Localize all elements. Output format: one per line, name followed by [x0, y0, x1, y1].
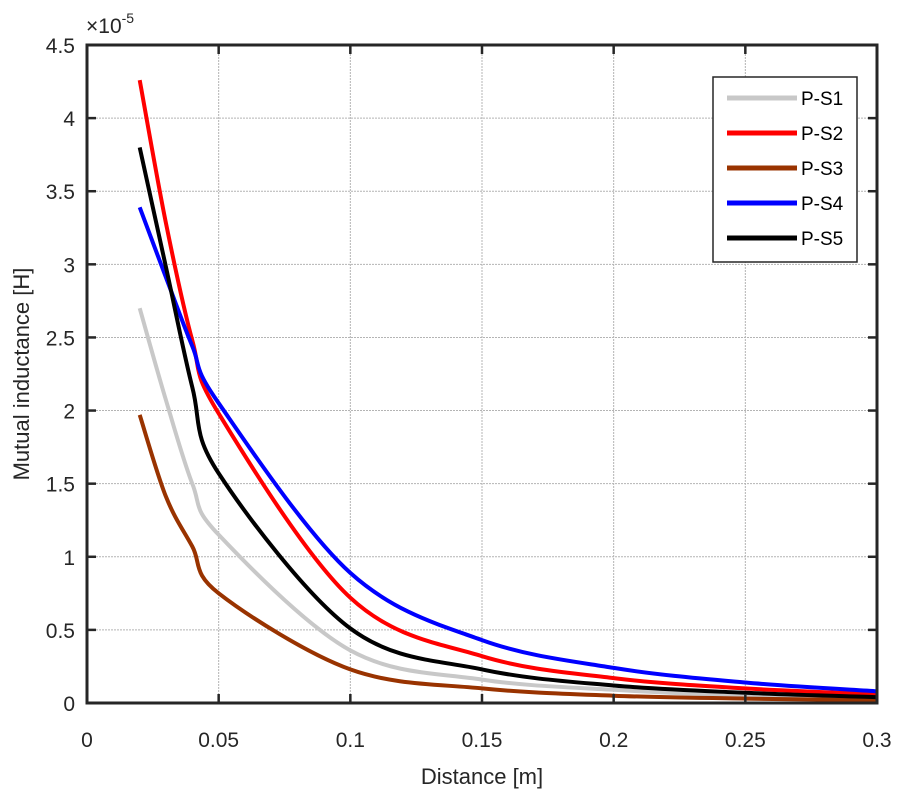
x-tick-label: 0.15: [462, 729, 503, 752]
series-line-p-s1: [137, 307, 878, 701]
x-axis-title: Distance [m]: [421, 764, 543, 789]
x-tick-label: 0.05: [198, 729, 239, 752]
y-tick-label: 2: [63, 401, 75, 424]
y-tick-label: 1.5: [46, 474, 75, 497]
legend-label-p-s4: P-S4: [801, 194, 844, 215]
y-tick-label: 2.5: [46, 327, 75, 350]
legend: P-S1 P-S2 P-S3 P-S4 P-S5: [712, 76, 858, 263]
series-line-p-s5: [137, 146, 878, 700]
legend-label-p-s3: P-S3: [801, 159, 843, 180]
x-tick-labels: 0 0.05 0.1 0.15 0.2 0.25 0.3: [81, 729, 891, 752]
y-tick-label: 4: [63, 108, 75, 131]
y-tick-labels: 0 0.5 1 1.5 2 2.5 3 3.5 4 4.5: [46, 35, 76, 716]
legend-label-p-s2: P-S2: [801, 124, 843, 145]
series-line-p-s4: [137, 206, 878, 694]
y-tick-label: 0.5: [46, 620, 75, 643]
legend-label-p-s5: P-S5: [801, 229, 843, 250]
y-multiplier: ×10-5: [86, 10, 134, 38]
y-tick-label: 3.5: [46, 181, 75, 204]
x-tick-label: 0.3: [862, 729, 891, 752]
y-tick-label: 4.5: [46, 35, 75, 58]
y-multiplier-exponent: -5: [122, 10, 135, 26]
series-line-p-s2: [137, 79, 878, 697]
y-tick-label: 0: [63, 693, 75, 716]
axis-ticks: [85, 43, 879, 705]
y-multiplier-base: ×10: [86, 15, 122, 38]
series-line-p-s3: [137, 414, 878, 703]
y-axis-title: Mutual inductance [H]: [9, 268, 34, 481]
series-lines: [137, 79, 878, 703]
y-tick-label: 3: [63, 254, 75, 277]
x-tick-label: 0.1: [336, 729, 365, 752]
x-tick-label: 0.2: [599, 729, 628, 752]
legend-label-p-s1: P-S1: [801, 89, 843, 110]
x-tick-label: 0: [81, 729, 93, 752]
y-tick-label: 1: [63, 547, 75, 570]
x-tick-label: 0.25: [725, 729, 766, 752]
